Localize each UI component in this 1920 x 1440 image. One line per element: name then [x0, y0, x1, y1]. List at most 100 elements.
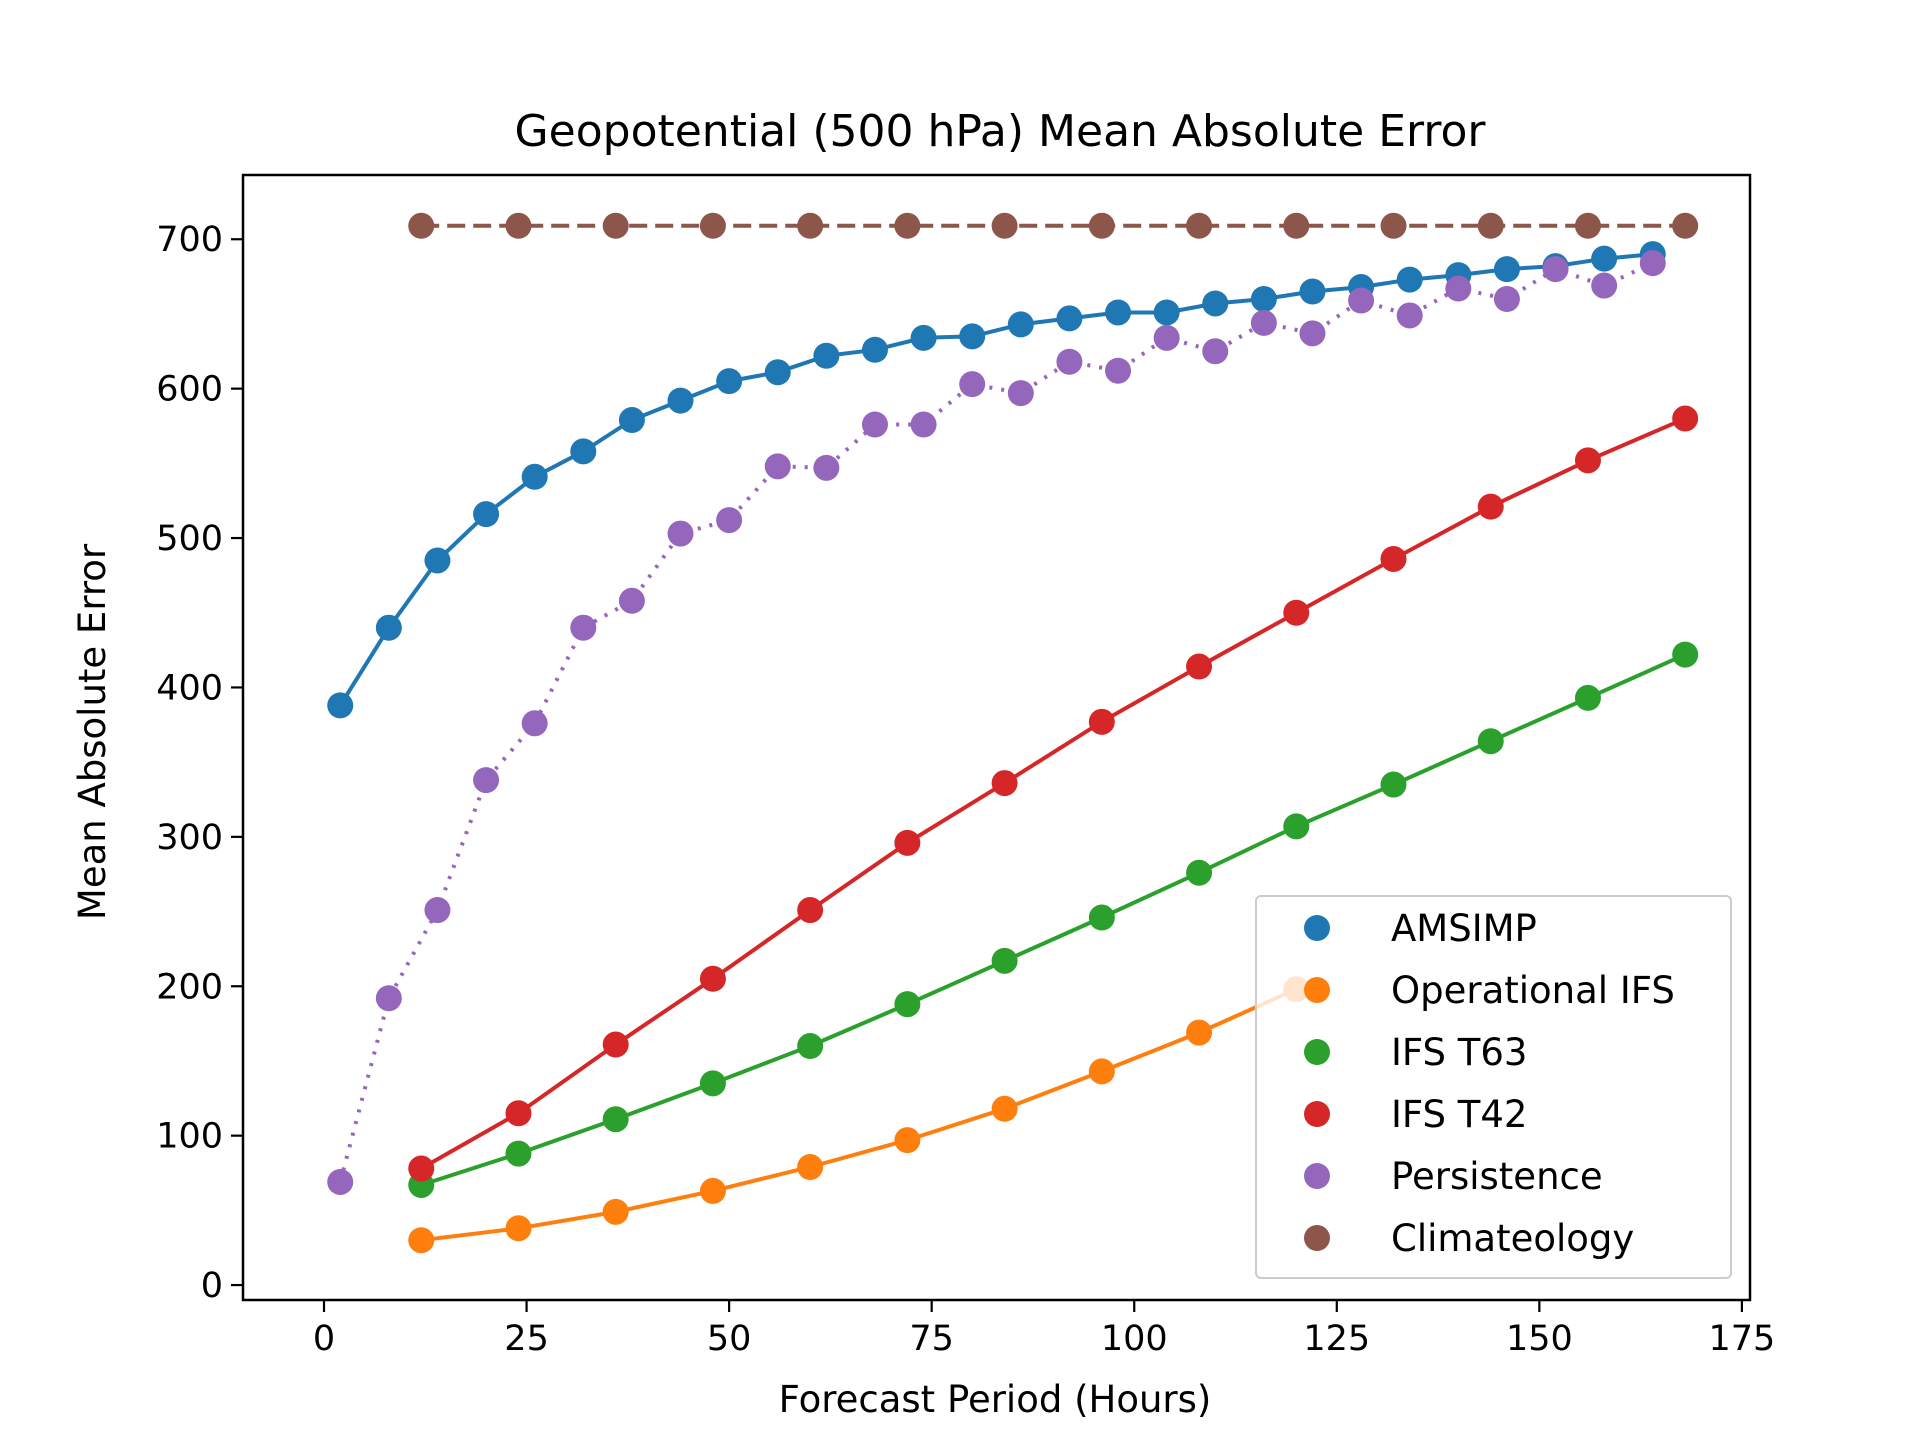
series-persistence — [327, 250, 1666, 1195]
data-point-ifs-t42 — [1574, 447, 1601, 474]
data-point-climateology — [408, 212, 435, 239]
data-point-amsimp — [910, 324, 937, 351]
data-point-amsimp — [1153, 299, 1180, 326]
x-tick-label: 100 — [1101, 1319, 1168, 1359]
data-point-ifs-t63 — [505, 1140, 532, 1167]
data-point-climateology — [797, 212, 824, 239]
data-point-operational-ifs — [1088, 1058, 1115, 1085]
x-tick-label: 0 — [313, 1319, 335, 1359]
data-point-amsimp — [327, 692, 354, 719]
data-point-ifs-t42 — [991, 770, 1018, 797]
data-point-persistence — [1250, 309, 1277, 336]
x-tick-label: 150 — [1506, 1319, 1573, 1359]
legend-marker-climateology — [1304, 1225, 1330, 1251]
series-line-ifs-t42 — [420, 416, 1686, 1171]
data-point-persistence — [521, 710, 548, 737]
x-tick-label: 50 — [707, 1319, 752, 1359]
data-point-persistence — [1348, 287, 1375, 314]
data-point-amsimp — [959, 323, 986, 350]
series-line-operational-ifs — [420, 987, 1298, 1243]
data-point-persistence — [667, 520, 694, 547]
y-tick-label: 500 — [156, 519, 223, 559]
legend-marker-ifs-t42 — [1304, 1101, 1330, 1127]
data-point-ifs-t63 — [797, 1033, 824, 1060]
data-point-ifs-t42 — [1283, 599, 1310, 626]
data-point-operational-ifs — [894, 1127, 921, 1154]
data-point-ifs-t42 — [1477, 493, 1504, 520]
data-point-amsimp — [861, 336, 888, 363]
data-point-amsimp — [570, 438, 597, 465]
data-point-climateology — [699, 212, 726, 239]
data-point-amsimp — [1299, 278, 1326, 305]
data-point-climateology — [1283, 212, 1310, 239]
data-point-amsimp — [1591, 245, 1618, 272]
data-point-climateology — [505, 212, 532, 239]
data-point-persistence — [1153, 324, 1180, 351]
data-point-ifs-t42 — [408, 1155, 435, 1182]
data-point-amsimp — [521, 463, 548, 490]
data-point-persistence — [327, 1168, 354, 1195]
data-point-ifs-t63 — [1186, 859, 1213, 886]
legend-label-climateology: Climateology — [1391, 1217, 1634, 1260]
data-point-climateology — [602, 212, 629, 239]
legend-label-amsimp: AMSIMP — [1391, 907, 1537, 950]
data-point-ifs-t63 — [894, 991, 921, 1018]
x-tick-label: 125 — [1303, 1319, 1370, 1359]
data-point-operational-ifs — [505, 1215, 532, 1242]
legend-label-persistence: Persistence — [1391, 1155, 1603, 1198]
data-point-persistence — [764, 453, 791, 480]
legend-box — [1255, 895, 1732, 1279]
data-point-persistence — [861, 411, 888, 438]
y-axis-label: Mean Absolute Error — [71, 543, 114, 920]
series-ifs-t42 — [408, 405, 1699, 1182]
data-point-persistence — [1202, 338, 1229, 365]
data-point-persistence — [1056, 348, 1083, 375]
data-point-amsimp — [1250, 286, 1277, 313]
legend-marker-amsimp — [1304, 915, 1330, 941]
x-axis: 0 25 50 75 100 125 150 175 — [313, 1300, 1775, 1359]
x-tick-label: 175 — [1708, 1319, 1775, 1359]
x-axis-label: Forecast Period (Hours) — [779, 1378, 1212, 1421]
data-point-persistence — [1591, 272, 1618, 299]
chart-title: Geopotential (500 hPa) Mean Absolute Err… — [515, 106, 1487, 157]
data-point-operational-ifs — [1186, 1019, 1213, 1046]
data-point-ifs-t63 — [1283, 813, 1310, 840]
data-point-amsimp — [1105, 299, 1132, 326]
legend-marker-operational-ifs — [1304, 977, 1330, 1003]
data-point-ifs-t63 — [602, 1106, 629, 1133]
data-point-persistence — [1299, 320, 1326, 347]
data-point-persistence — [375, 985, 402, 1012]
data-point-ifs-t63 — [1380, 771, 1407, 798]
y-tick-label: 300 — [156, 818, 223, 858]
data-point-persistence — [424, 897, 451, 924]
data-point-persistence — [473, 767, 500, 794]
data-point-operational-ifs — [991, 1095, 1018, 1122]
data-point-persistence — [1493, 286, 1520, 313]
data-point-operational-ifs — [408, 1227, 435, 1254]
data-point-ifs-t63 — [1088, 904, 1115, 931]
data-point-ifs-t42 — [1088, 708, 1115, 735]
data-point-amsimp — [716, 368, 743, 395]
data-point-ifs-t42 — [505, 1100, 532, 1127]
data-point-ifs-t63 — [991, 947, 1018, 974]
data-point-ifs-t42 — [1672, 405, 1699, 432]
series-line-ifs-t63 — [420, 652, 1687, 1187]
data-point-climateology — [1574, 212, 1601, 239]
data-point-amsimp — [473, 501, 500, 528]
y-tick-label: 400 — [156, 668, 223, 708]
data-point-climateology — [1477, 212, 1504, 239]
data-point-ifs-t42 — [797, 897, 824, 924]
data-point-persistence — [1542, 256, 1569, 283]
x-tick-label: 75 — [909, 1319, 954, 1359]
data-point-amsimp — [1056, 305, 1083, 332]
legend-marker-persistence — [1304, 1163, 1330, 1189]
data-point-climateology — [1186, 212, 1213, 239]
data-point-ifs-t63 — [1672, 641, 1699, 668]
x-tick-label: 25 — [504, 1319, 549, 1359]
y-tick-label: 200 — [156, 967, 223, 1007]
y-tick-label: 0 — [201, 1266, 223, 1306]
legend: AMSIMP Operational IFS IFS T63 IFS T42 Persi… — [1255, 895, 1732, 1279]
data-point-amsimp — [813, 342, 840, 369]
data-point-operational-ifs — [699, 1177, 726, 1204]
